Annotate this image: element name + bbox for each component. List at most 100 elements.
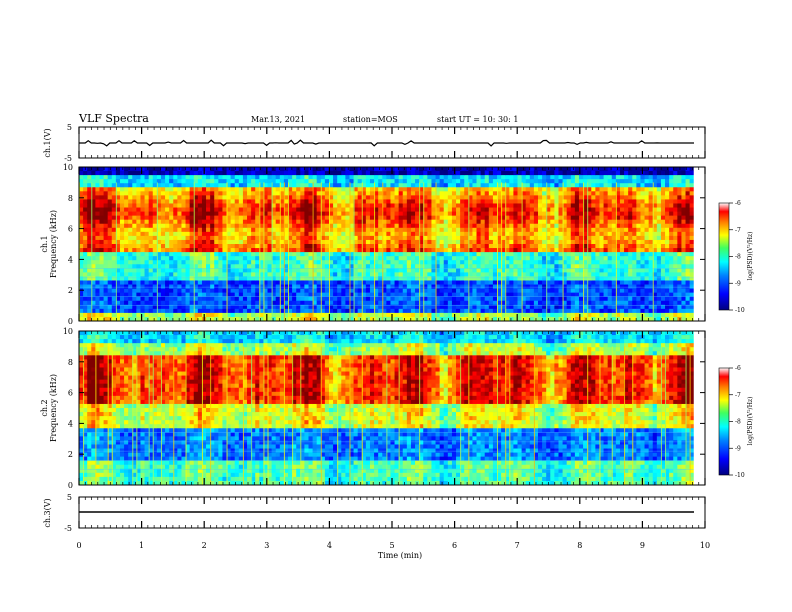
spectrogram-cell [181, 231, 186, 237]
spectrogram-cell [447, 272, 453, 277]
spectrogram-cell [337, 288, 342, 294]
spectrogram-cell [558, 280, 563, 285]
spectrogram-cell [312, 256, 318, 261]
spectrogram-cell [288, 223, 293, 229]
spectrogram-cell [328, 187, 334, 192]
spectrogram-cell [79, 183, 84, 188]
spectrogram-cell [124, 292, 129, 298]
spectrogram-cell [247, 316, 252, 322]
spectrogram-cell [226, 296, 232, 302]
spectrogram-cell [279, 296, 285, 302]
spectrogram-cell [365, 207, 371, 212]
spectrogram-cell [140, 292, 145, 298]
spectrogram-cell [214, 175, 219, 180]
spectrogram-cell [435, 268, 441, 273]
spectrogram-cell [538, 296, 543, 302]
spectrogram-cell [91, 195, 96, 200]
spectrogram-cell [226, 183, 232, 188]
spectrogram-cell [214, 292, 219, 298]
spectrogram-cell [279, 292, 285, 298]
spectrogram-cell [435, 256, 441, 261]
spectrogram-cell [79, 272, 84, 277]
spectrogram-cell [398, 207, 404, 212]
spectrogram-cell [431, 284, 436, 289]
spectrogram-cell [427, 175, 432, 180]
spectrogram-cell [259, 187, 264, 192]
spectrogram-cell [263, 227, 268, 233]
spectrogram-cell [283, 308, 289, 314]
spectrogram-cell [201, 175, 207, 180]
spectrogram-cell [111, 175, 117, 180]
spectrogram-cell [308, 264, 313, 269]
spectrogram-cell [542, 211, 547, 217]
spectrogram-cell [550, 215, 555, 221]
spectrogram-cell [353, 167, 359, 172]
spectrogram-cell [566, 235, 572, 241]
spectrogram-cell [288, 300, 293, 306]
spectrogram-cell [312, 244, 318, 249]
spectrogram-cell [591, 316, 596, 322]
spectrogram-cell [87, 288, 92, 294]
spectrogram-cell [353, 215, 359, 221]
spectrogram-cell [587, 187, 592, 192]
spectrogram-cell [591, 187, 596, 192]
spectrogram-cell [91, 288, 96, 294]
spectrogram-cell [361, 268, 367, 273]
spectrogram-cell [374, 256, 379, 261]
spectrogram-cell [472, 288, 477, 294]
spectrogram-cell [587, 296, 592, 302]
spectrogram-cell [144, 167, 150, 172]
spectrogram-cell [197, 252, 203, 257]
spectrogram-cell [132, 187, 137, 192]
spectrogram-cell [230, 167, 236, 172]
spectrogram-cell [107, 296, 113, 302]
spectrogram-cell [271, 231, 277, 237]
spectrogram-cell [566, 256, 572, 261]
spectrogram-cell [501, 280, 506, 285]
spectrogram-cell [328, 175, 334, 180]
spectrogram-cell [513, 211, 518, 217]
spectrogram-cell [435, 264, 441, 269]
spectrogram-cell [439, 183, 445, 188]
spectrogram-cell [505, 312, 510, 318]
spectrogram-cell [328, 239, 334, 245]
spectrogram-cell [222, 264, 227, 269]
spectrogram-spike [468, 182, 470, 321]
spectrogram-cell [558, 211, 563, 217]
spectrogram-cell [242, 300, 248, 306]
spectrogram-cell [460, 272, 465, 277]
spectrogram-cell [415, 171, 420, 176]
spectrogram-cell [152, 288, 158, 294]
spectrogram-cell [435, 316, 441, 322]
spectrogram-cell [464, 304, 469, 310]
spectrogram-cell [382, 288, 387, 294]
spectrogram-cell [292, 280, 297, 285]
spectrogram-cell [103, 179, 109, 184]
spectrogram-cell [505, 231, 510, 237]
spectrogram-cell [554, 244, 559, 249]
spectrogram-cell [279, 288, 285, 294]
spectrogram-cell [390, 308, 395, 314]
spectrogram-cell [603, 264, 609, 269]
spectrogram-cell [341, 264, 346, 269]
spectrogram-cell [255, 272, 260, 277]
spectrogram-cell [103, 312, 109, 318]
spectrogram-cell [124, 260, 129, 265]
spectrogram-cell [271, 219, 277, 225]
spectrogram-cell [193, 308, 199, 314]
spectrogram-cell [312, 167, 318, 172]
spectrogram-cell [591, 312, 596, 318]
spectrogram-cell [242, 215, 248, 221]
spectrogram-cell [165, 244, 170, 249]
spectrogram-cell [95, 252, 100, 257]
spectrogram-cell [296, 292, 301, 298]
spectrogram-cell [144, 191, 150, 196]
spectrogram-cell [443, 284, 449, 289]
spectrogram-cell [107, 175, 113, 180]
spectrogram-cell [107, 183, 113, 188]
spectrogram-cell [255, 244, 260, 249]
spectrogram-cell [99, 219, 104, 225]
spectrogram-cell [247, 239, 252, 245]
spectrogram-cell [152, 171, 158, 176]
spectrogram-cell [124, 235, 129, 241]
